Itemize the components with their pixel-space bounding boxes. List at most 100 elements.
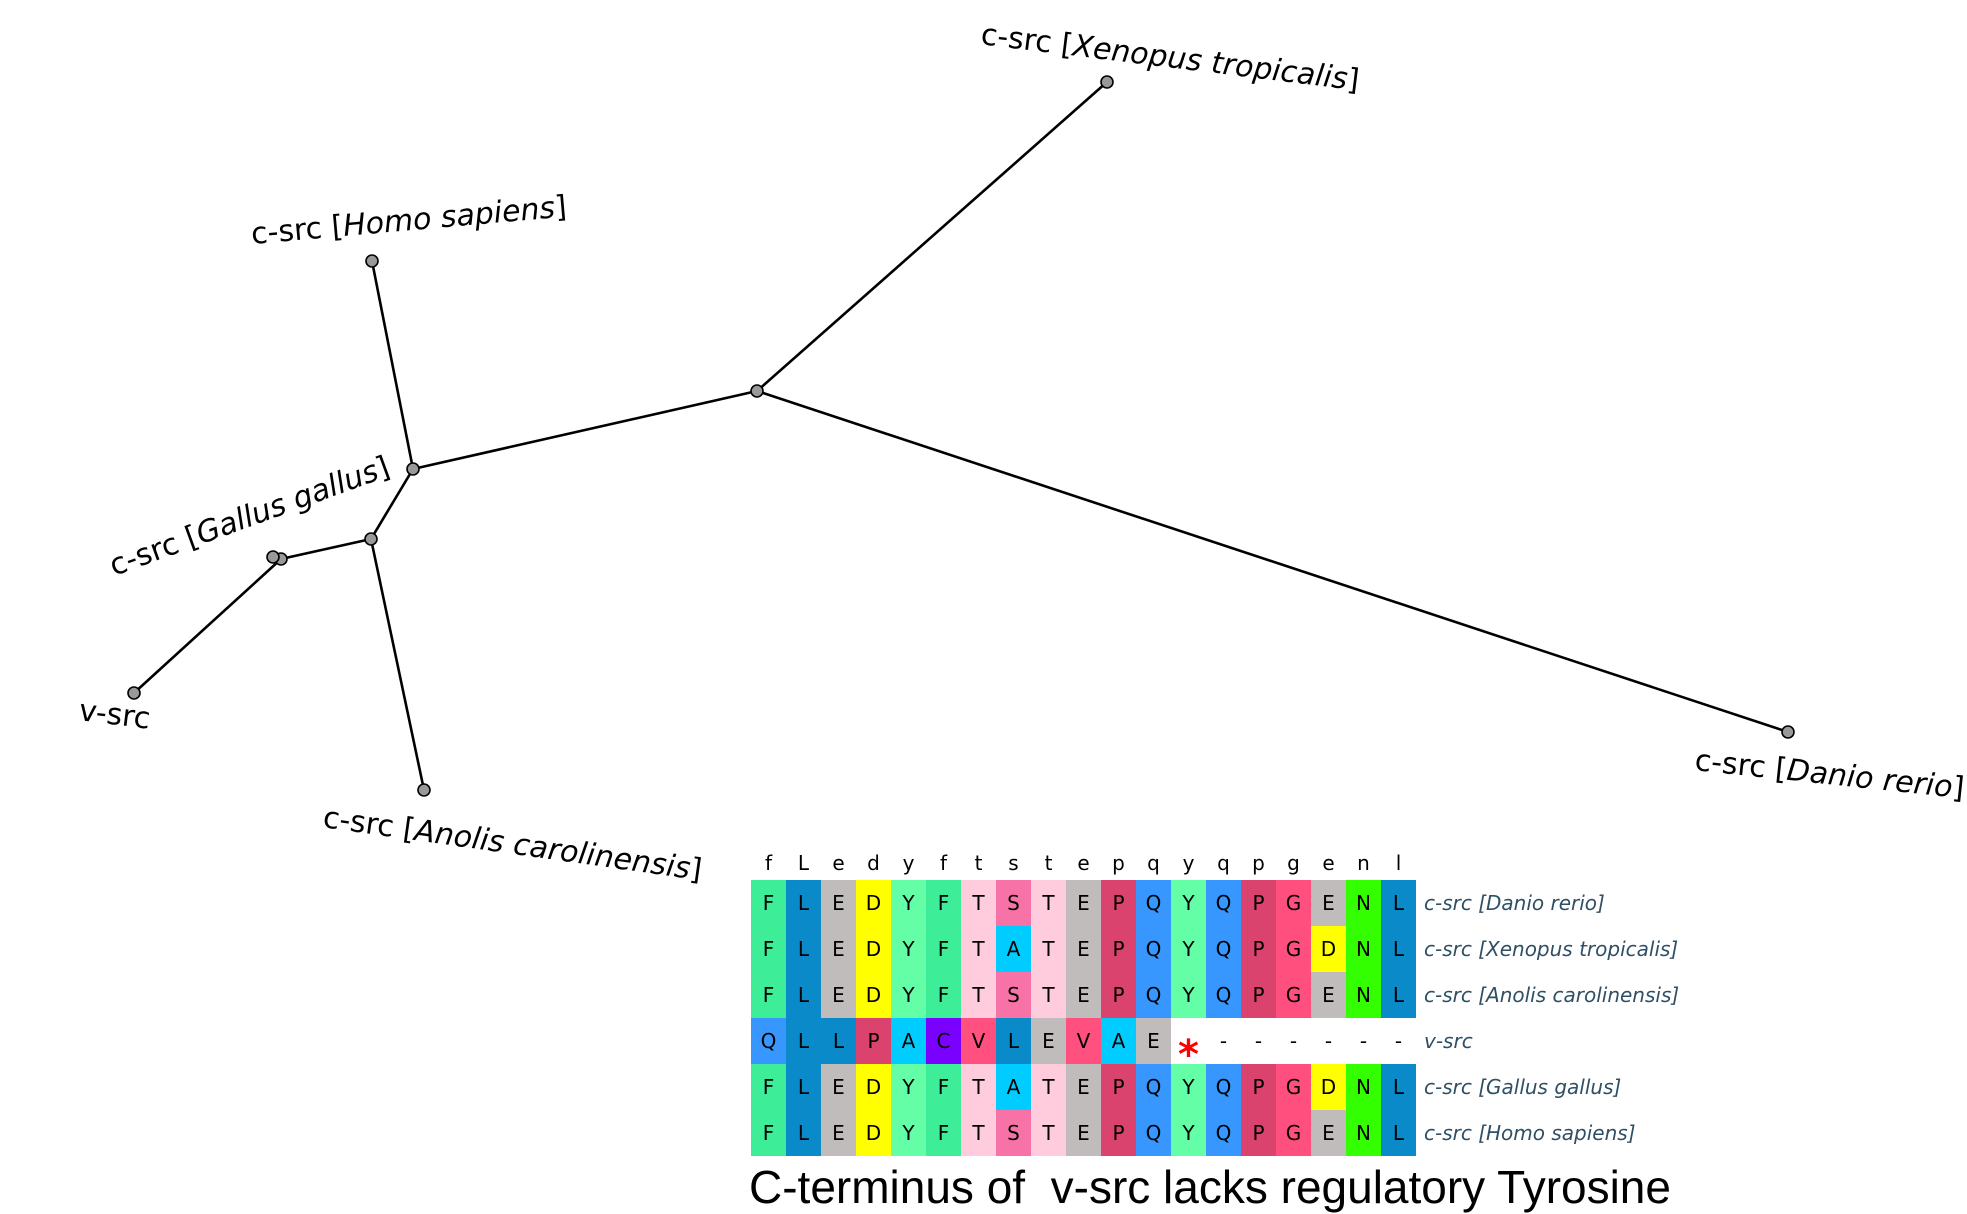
residue-cell: F <box>751 1064 786 1110</box>
residue-cell: Y <box>1171 972 1206 1018</box>
figure-caption: C-terminus of v-src lacks regulatory Tyr… <box>749 1161 1671 1213</box>
residue-cell: L <box>786 880 821 926</box>
residue-cell: F <box>751 1110 786 1156</box>
tree-branch <box>369 538 426 791</box>
residue-cell: L <box>1381 1064 1416 1110</box>
residue-cell: Y <box>891 1064 926 1110</box>
consensus-residue: p <box>1112 851 1125 875</box>
residue-cell: G <box>1276 926 1311 972</box>
residue-cell: D <box>856 880 891 926</box>
residue-cell: Q <box>1136 1110 1171 1156</box>
consensus-residue: e <box>1077 851 1090 875</box>
residue-cell: F <box>926 1064 961 1110</box>
leaf-label-species: Anolis carolinensis <box>410 813 692 887</box>
residue-cell: D <box>856 1064 891 1110</box>
residue-cell: T <box>961 880 996 926</box>
tree-node <box>750 384 764 398</box>
residue-cell: T <box>961 972 996 1018</box>
alignment-row: Q L L P A C V L E V A E * - - - - - - v-src <box>751 1018 1754 1075</box>
residue-cell: T <box>1031 880 1066 926</box>
leaf-label-species: Homo sapiens <box>342 191 557 244</box>
tree-node <box>127 686 141 700</box>
residue-cell: T <box>1031 1110 1066 1156</box>
residue-cell: T <box>961 926 996 972</box>
residue-cell: Q <box>1206 972 1241 1018</box>
residue-cell: Y <box>891 1110 926 1156</box>
consensus-residue: y <box>1182 851 1195 875</box>
residue-cell: Q <box>1136 880 1171 926</box>
residue-cell: A <box>996 1064 1031 1110</box>
sequence-name: c-src [Xenopus tropicalis] <box>1424 937 1679 961</box>
tree-branch <box>756 81 1108 392</box>
residue-cell: - <box>1359 1029 1368 1053</box>
tree-branch <box>369 468 415 540</box>
residue-cell: N <box>1346 972 1381 1018</box>
leaf-label: c-src [Xenopus tropicalis] <box>979 17 1361 98</box>
residue-cell: D <box>856 926 891 972</box>
consensus-residue: t <box>974 851 983 875</box>
residue-cell: L <box>786 1110 821 1156</box>
consensus-residue: d <box>867 851 880 875</box>
residue-cell: N <box>1346 1110 1381 1156</box>
residue-cell: D <box>1311 1064 1346 1110</box>
residue-cell: P <box>1101 880 1136 926</box>
leaf-label: c-src [Gallus gallus] <box>105 450 394 584</box>
tree-branch <box>280 537 372 561</box>
residue-cell: P <box>1241 1110 1276 1156</box>
residue-cell: A <box>1101 1018 1136 1064</box>
residue-cell: Q <box>1206 926 1241 972</box>
residue-cell: T <box>1031 1064 1066 1110</box>
tree-leaf-labels: c-src [Xenopus tropicalis] c-src [Homo sa… <box>77 17 1966 888</box>
residue-cell: S <box>996 880 1031 926</box>
residue-cell: F <box>926 926 961 972</box>
residue-cell: G <box>1276 880 1311 926</box>
leaf-label: v-src <box>77 693 152 736</box>
residue-cell: P <box>1101 1064 1136 1110</box>
leaf-label-species: Gallus gallus <box>192 454 384 552</box>
consensus-residue: s <box>1008 851 1019 875</box>
residue-cell: C <box>926 1018 961 1064</box>
tree-node <box>266 550 280 564</box>
residue-cell: N <box>1346 926 1381 972</box>
leaf-label: c-src [Homo sapiens] <box>250 190 568 252</box>
tree-node <box>417 783 431 797</box>
consensus-residue: L <box>797 851 810 875</box>
residue-cell: L <box>1381 972 1416 1018</box>
sequence-name: c-src [Anolis carolinensis] <box>1424 983 1680 1007</box>
residue-cell: P <box>1241 972 1276 1018</box>
tree-node <box>365 254 379 268</box>
residue-cell: E <box>821 880 856 926</box>
residue-cell: E <box>821 1064 856 1110</box>
residue-cell: T <box>1031 926 1066 972</box>
tree-node <box>1781 725 1795 739</box>
leaf-label-gene: v-src <box>77 693 152 736</box>
residue-cell: - <box>1394 1029 1403 1053</box>
consensus-residue: f <box>939 851 948 875</box>
residue-cell: G <box>1276 972 1311 1018</box>
consensus-residue: e <box>832 851 845 875</box>
residue-cell: Q <box>1206 1110 1241 1156</box>
leaf-label-gene: c-src [ <box>250 209 345 252</box>
residue-cell: Y <box>1171 1064 1206 1110</box>
residue-cell: L <box>1381 880 1416 926</box>
residue-cell: Q <box>751 1018 786 1064</box>
leaf-label-bracket: ] <box>553 190 568 226</box>
residue-cell: P <box>1241 1064 1276 1110</box>
leaf-label-bracket: ] <box>1951 770 1966 806</box>
consensus-residue: l <box>1395 851 1402 875</box>
residue-cell: A <box>996 926 1031 972</box>
residue-cell: E <box>1066 1110 1101 1156</box>
consensus-residue: t <box>1044 851 1053 875</box>
residue-cell: Y <box>1171 880 1206 926</box>
residue-cell: E <box>1031 1018 1066 1064</box>
consensus-residue: p <box>1252 851 1265 875</box>
residue-cell: E <box>1311 972 1346 1018</box>
leaf-label: c-src [Danio rerio] <box>1693 743 1966 806</box>
residue-cell: N <box>1346 880 1381 926</box>
residue-cell: T <box>961 1064 996 1110</box>
residue-cell: Q <box>1136 972 1171 1018</box>
